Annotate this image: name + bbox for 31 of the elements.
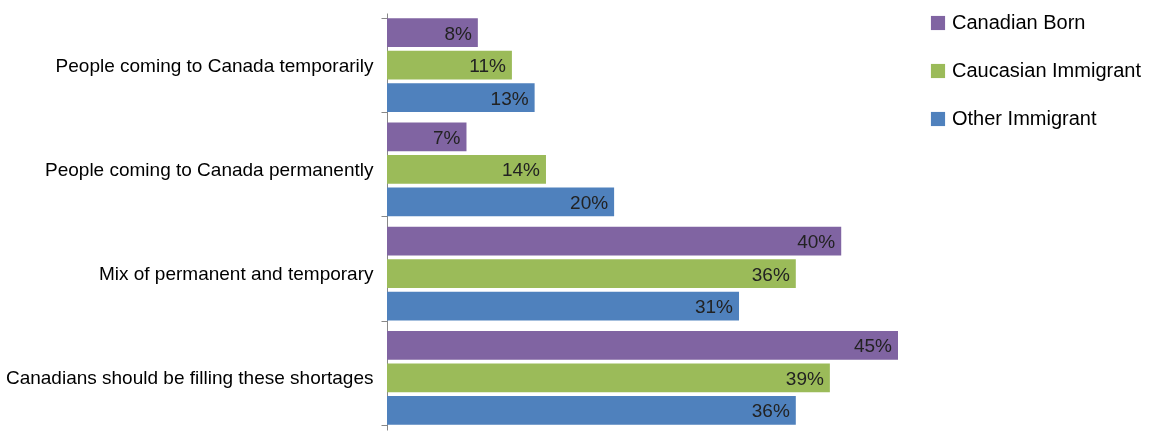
- y-tick-label: People coming to Canada temporarily: [55, 54, 374, 76]
- bar: [387, 155, 546, 184]
- legend-label: Canadian Born: [952, 11, 1086, 33]
- data-label: 20%: [570, 191, 609, 213]
- data-label: 36%: [751, 400, 790, 422]
- data-label: 8%: [444, 22, 472, 44]
- data-label: 11%: [469, 55, 507, 77]
- bar: [387, 18, 478, 47]
- bar: [387, 291, 740, 321]
- bar: [387, 330, 898, 360]
- data-label: 31%: [694, 296, 734, 318]
- data-label: 45%: [853, 335, 893, 357]
- data-label: 40%: [797, 231, 836, 253]
- bar: [387, 50, 512, 80]
- legend-label: Other Immigrant: [952, 107, 1097, 129]
- data-label: 13%: [490, 87, 529, 109]
- legend-label: Caucasian Immigrant: [952, 59, 1142, 81]
- data-label: 7%: [433, 126, 461, 148]
- data-label: 39%: [785, 367, 824, 389]
- y-tick-label: Canadians should be filling these shortages: [5, 367, 374, 389]
- bar: [387, 363, 830, 393]
- y-tick-label: Mix of permanent and temporary: [98, 263, 374, 285]
- bar: [387, 122, 467, 152]
- bar: [387, 187, 615, 217]
- bar: [387, 259, 796, 288]
- y-tick-label: People coming to Canada permanently: [45, 158, 374, 180]
- bar: [387, 226, 842, 256]
- data-label: 14%: [501, 159, 541, 181]
- bar: [387, 396, 796, 425]
- data-label: 36%: [751, 263, 790, 285]
- bar: [387, 83, 535, 113]
